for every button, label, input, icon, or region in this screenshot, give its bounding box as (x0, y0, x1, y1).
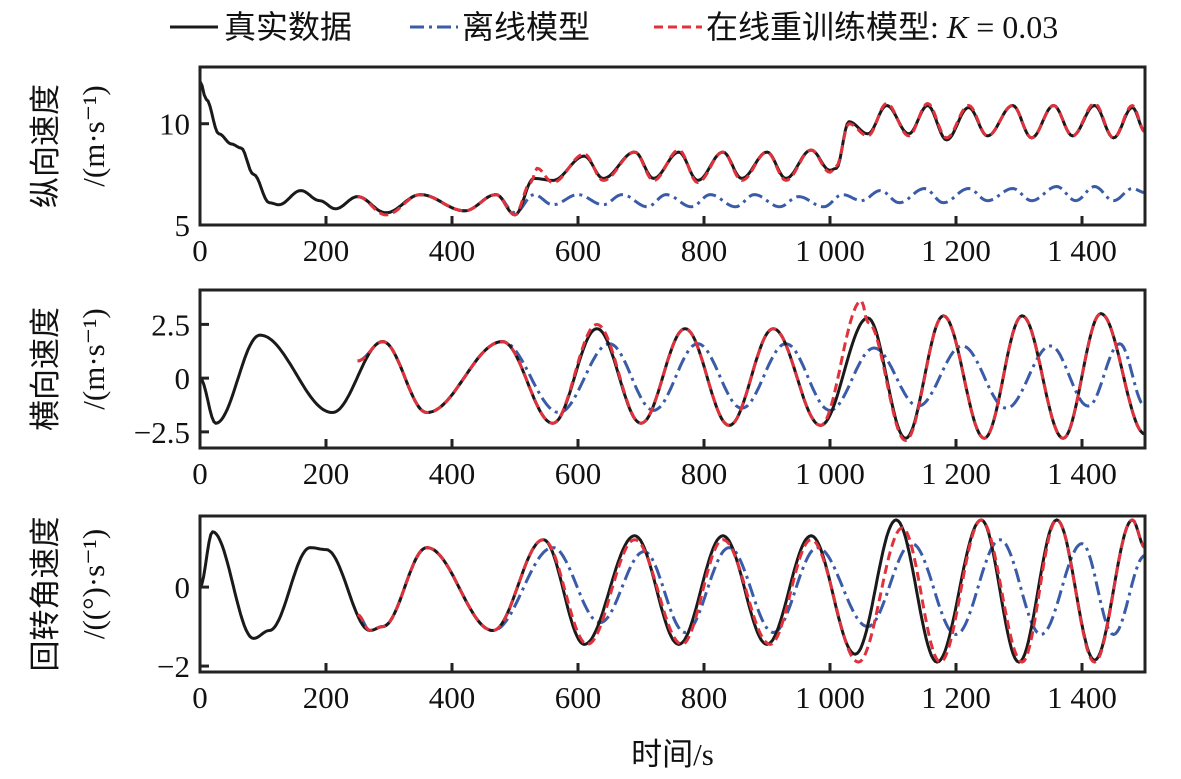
series-line-online (357, 299, 1145, 442)
x-tick-label: 0 (192, 680, 208, 715)
x-tick-label: 1 200 (921, 456, 991, 491)
series-line-online (357, 102, 1145, 217)
x-tick-label: 800 (681, 680, 728, 715)
legend-online-k-value: = 0.03 (968, 9, 1058, 45)
x-tick-label: 1 000 (795, 456, 865, 491)
x-axis-label: 时间/s (631, 737, 714, 772)
x-tick-label: 1 000 (795, 680, 865, 715)
series-line-online (356, 518, 1145, 664)
x-tick-label: 1 400 (1047, 233, 1117, 268)
panel-2: 0 200 400 600 800 1 000 1 200 1 400−2.502.5横向速度… (28, 288, 1147, 491)
panel-1: 0 200 400 600 800 1 000 1 200 1 400 5 10 纵向速度 /(m·s… (28, 65, 1147, 268)
y-tick-label: 0 (175, 361, 191, 396)
y-axis-unit: /(m·s⁻¹) (76, 85, 111, 186)
x-tick-label: 800 (681, 233, 728, 268)
legend-label-online: 在线重训练模型: K = 0.03 (706, 9, 1058, 45)
y-tick-label: 0 (175, 570, 191, 605)
x-tick-label: 1 000 (795, 233, 865, 268)
legend: 真实数据 离线模型 在线重训练模型: K = 0.03 (170, 9, 1058, 45)
x-tick-label: 1 200 (921, 233, 991, 268)
x-tick-label: 1 200 (921, 680, 991, 715)
y-tick-label: 5 (175, 208, 191, 243)
axes-frame (198, 65, 1147, 227)
x-tick-label: 200 (303, 456, 350, 491)
x-tick-label: 0 (192, 456, 208, 491)
legend-label-true: 真实数据 (224, 9, 352, 45)
x-tick-label: 400 (429, 456, 476, 491)
legend-online-k: K (946, 9, 970, 45)
y-axis-label: 回转角速度 (28, 517, 63, 672)
x-tick-label: 1 400 (1047, 456, 1117, 491)
series-line-offline (356, 538, 1145, 636)
y-axis-label: 纵向速度 (28, 84, 63, 208)
y-tick-label: −2 (157, 649, 190, 684)
series-line-offline (357, 340, 1145, 414)
x-tick-label: 0 (192, 233, 208, 268)
y-tick-label: 2.5 (151, 307, 190, 342)
y-axis-label: 横向速度 (28, 307, 63, 431)
y-axis-unit: /((°)·s⁻¹) (76, 529, 111, 639)
series-line-true (200, 518, 1145, 664)
x-tick-label: 800 (681, 456, 728, 491)
x-tick-label: 200 (303, 680, 350, 715)
y-axis-unit: /(m·s⁻¹) (76, 308, 111, 409)
x-tick-label: 600 (555, 680, 602, 715)
x-tick-label: 400 (429, 233, 476, 268)
x-tick-label: 1 400 (1047, 680, 1117, 715)
y-tick-label: −2.5 (134, 415, 190, 450)
panel-3: 0 200 400 600 800 1 000 1 200 1 400−20回转角速度/((°… (28, 514, 1147, 715)
legend-label-offline: 离线模型 (462, 9, 590, 45)
series-line-true (200, 80, 1145, 217)
x-tick-label: 600 (555, 456, 602, 491)
legend-online-text: 在线重训练模型: (706, 9, 947, 45)
x-tick-label: 600 (555, 233, 602, 268)
axes-frame (198, 514, 1147, 674)
x-tick-label: 200 (303, 233, 350, 268)
y-tick-label: 10 (159, 107, 190, 142)
series-line-offline (357, 185, 1145, 215)
x-tick-label: 400 (429, 680, 476, 715)
axes-frame (198, 288, 1147, 450)
